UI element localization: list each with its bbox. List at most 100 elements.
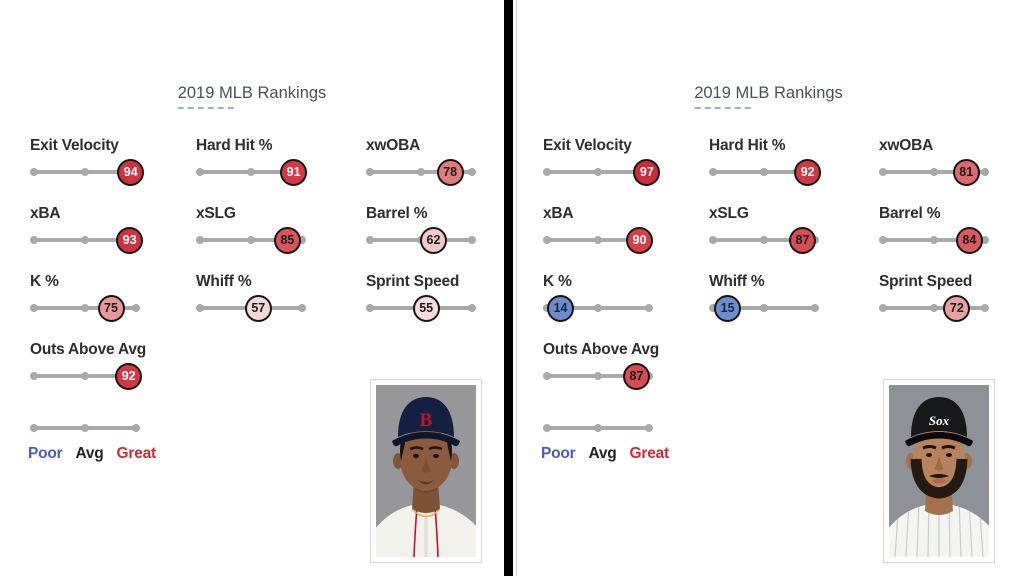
- stat-label: xBA: [543, 205, 574, 222]
- stat-label: xwOBA: [879, 137, 934, 154]
- cap: [398, 397, 454, 437]
- slider-start-dot: [709, 236, 717, 244]
- stat-k: K % 14: [543, 272, 683, 322]
- stat-outs-above-avg: Outs Above Avg 92: [30, 340, 170, 390]
- percentile-badge[interactable]: 57: [244, 294, 272, 322]
- stat-label: Outs Above Avg: [30, 341, 147, 358]
- player-headshot: B: [376, 385, 476, 557]
- percentile-badge[interactable]: 81: [952, 158, 980, 186]
- slider-end-dot: [981, 168, 989, 176]
- slider-end-dot: [132, 424, 140, 432]
- slider-start-dot: [30, 168, 38, 176]
- slider-end-dot: [645, 424, 653, 432]
- cap-brim: [392, 432, 460, 447]
- slider-mid-dot: [930, 168, 938, 176]
- slider-start-dot: [543, 424, 551, 432]
- player-photo-red-sox: B: [370, 379, 482, 563]
- rankings-title[interactable]: 2019 MLB Rankings: [177, 84, 327, 102]
- stat-label: Barrel %: [879, 205, 941, 222]
- percentile-slider: 90: [543, 226, 683, 254]
- stat-hard-hit: Hard Hit % 92: [709, 136, 849, 186]
- percentile-slider: 62: [366, 226, 506, 254]
- percentile-badge[interactable]: 72: [943, 294, 971, 322]
- stat-hard-hit: Hard Hit % 91: [196, 136, 336, 186]
- slider-end-dot: [298, 236, 306, 244]
- percentile-badge[interactable]: 75: [97, 294, 125, 322]
- legend-labels: Poor Avg Great: [541, 445, 669, 463]
- cap-logo-sox: Sox: [929, 413, 950, 428]
- percentile-badge[interactable]: 85: [273, 226, 301, 254]
- percentile-badge[interactable]: 93: [116, 226, 144, 254]
- stat-label: Whiff %: [196, 273, 252, 290]
- gold-chain: [411, 508, 441, 518]
- stat-label: Hard Hit %: [196, 137, 273, 154]
- percentile-slider: 87: [709, 226, 849, 254]
- stat-k: K % 75: [30, 272, 170, 322]
- stat-label: Hard Hit %: [709, 137, 786, 154]
- slider-start-dot: [30, 236, 38, 244]
- legend-great-label: Great: [629, 445, 670, 462]
- percentile-badge[interactable]: 87: [622, 362, 650, 390]
- percentile-badge[interactable]: 97: [633, 158, 661, 186]
- percentile-legend: Poor Avg Great: [28, 414, 170, 463]
- percentile-slider: 97: [543, 158, 683, 186]
- rankings-title[interactable]: 2019 MLB Rankings: [694, 84, 843, 102]
- slider-mid-dot: [81, 424, 89, 432]
- legend-great-label: Great: [116, 445, 157, 462]
- slider-mid-dot: [81, 236, 89, 244]
- player-photo-white-sox: Sox: [883, 379, 995, 563]
- percentile-badge[interactable]: 92: [794, 158, 822, 186]
- percentile-slider: 84: [879, 226, 1019, 254]
- cap-logo-b: B: [420, 410, 433, 431]
- stat-barrel: Barrel % 84: [879, 204, 1019, 254]
- percentile-badge[interactable]: 92: [115, 362, 143, 390]
- percentile-badge[interactable]: 14: [547, 294, 575, 322]
- percentile-badge[interactable]: 87: [788, 226, 816, 254]
- percentile-slider: 78: [366, 158, 506, 186]
- slider-start-dot: [879, 304, 887, 312]
- slider-end-dot: [645, 304, 653, 312]
- percentile-slider: 72: [879, 294, 1019, 322]
- stat-label: Exit Velocity: [543, 137, 632, 154]
- stat-label: Sprint Speed: [366, 273, 460, 290]
- slider-start-dot: [543, 304, 551, 312]
- slider-mid-dot: [930, 304, 938, 312]
- slider-start-dot: [543, 236, 551, 244]
- stat-label: Exit Velocity: [30, 137, 119, 154]
- stat-xba: xBA 93: [30, 204, 170, 254]
- slider-start-dot: [366, 304, 374, 312]
- slider-start-dot: [879, 236, 887, 244]
- slider-mid-dot: [760, 168, 768, 176]
- legend-scale: [30, 414, 170, 442]
- slider-end-dot: [468, 168, 476, 176]
- slider-start-dot: [543, 372, 551, 380]
- stat-xba: xBA 90: [543, 204, 683, 254]
- percentile-badge[interactable]: 90: [626, 226, 654, 254]
- percentile-badge[interactable]: 84: [955, 226, 983, 254]
- percentile-badge[interactable]: 62: [419, 226, 447, 254]
- slider-mid-dot: [594, 304, 602, 312]
- percentile-badge[interactable]: 78: [436, 158, 464, 186]
- slider-end-dot: [811, 304, 819, 312]
- slider-start-dot: [366, 236, 374, 244]
- stat-label: Whiff %: [709, 273, 765, 290]
- percentile-slider: 81: [879, 158, 1019, 186]
- percentile-slider: 92: [30, 362, 170, 390]
- percentile-slider: 75: [30, 294, 170, 322]
- percentile-badge[interactable]: 91: [280, 158, 308, 186]
- percentile-badge[interactable]: 94: [117, 158, 145, 186]
- percentile-badge[interactable]: 15: [714, 294, 742, 322]
- percentile-badge[interactable]: 55: [412, 294, 440, 322]
- stat-label: K %: [543, 273, 572, 290]
- legend-poor-label: Poor: [28, 445, 63, 462]
- player-headshot: Sox: [889, 385, 989, 557]
- slider-mid-dot: [594, 372, 602, 380]
- slider-start-dot: [366, 168, 374, 176]
- slider-start-dot: [709, 168, 717, 176]
- legend-labels: Poor Avg Great: [28, 445, 156, 463]
- legend-avg-label: Avg: [588, 445, 617, 462]
- slider-mid-dot: [417, 168, 425, 176]
- percentile-slider: 15: [709, 294, 849, 322]
- stat-sprint-speed: Sprint Speed 72: [879, 272, 1019, 322]
